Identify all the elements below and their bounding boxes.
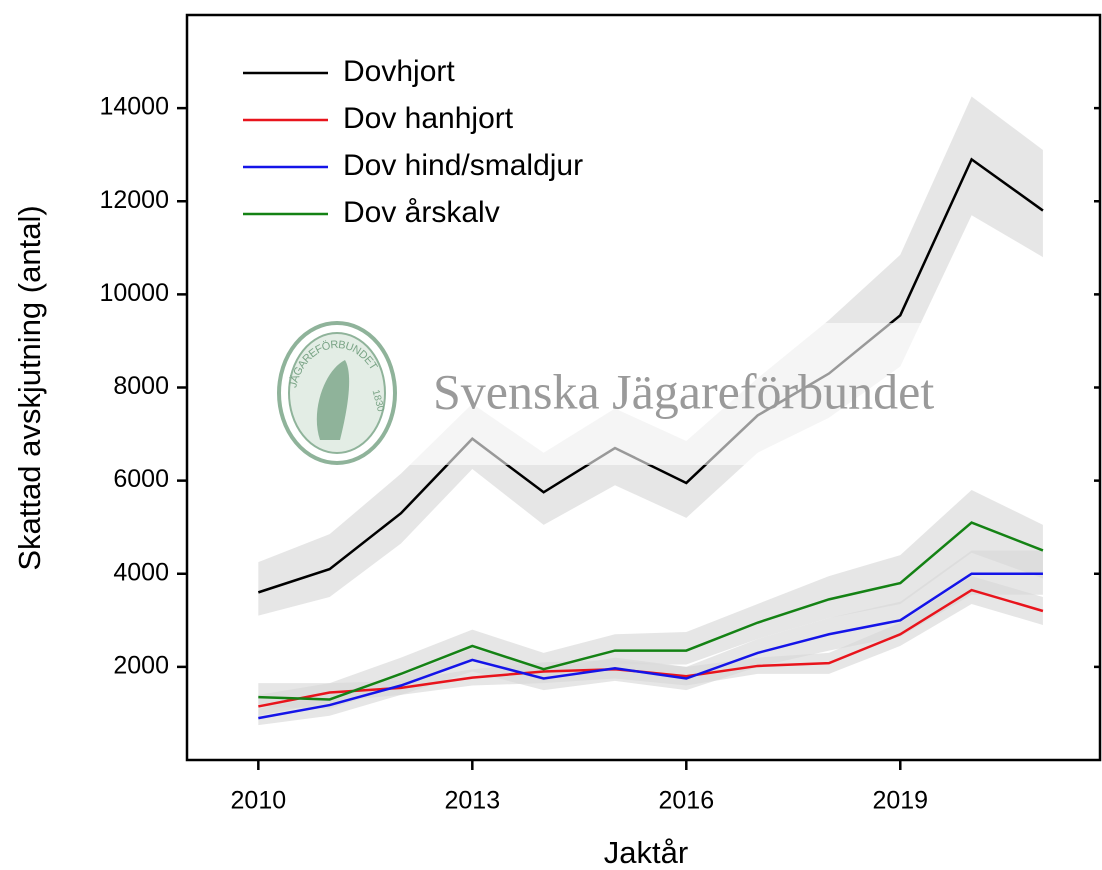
legend-label: Dov hind/smaldjur (343, 149, 583, 182)
y-tick-label: 2000 (113, 651, 169, 679)
watermark-text: Svenska Jägareförbundet (433, 363, 934, 419)
lines (257, 157, 1044, 720)
x-axis-label: Jaktår (604, 835, 688, 870)
x-tick-label: 2013 (445, 787, 501, 815)
y-axis-label: Skattad avskjutning (antal) (12, 205, 47, 570)
y-tick-label: 12000 (99, 186, 169, 214)
logo-ring (277, 321, 397, 465)
series-line (258, 572, 1043, 720)
watermark: JÄGAREFÖRBUNDET 1830 Svenska Jägareförbu… (277, 321, 1030, 465)
confidence-band (258, 96, 1043, 616)
y-tick-label: 4000 (113, 558, 169, 586)
y-tick-label: 8000 (113, 372, 169, 400)
y-tick-label: 6000 (113, 465, 169, 493)
legend-label: Dov årskalv (343, 196, 500, 229)
y-tick-label: 10000 (99, 279, 169, 307)
y-tick-label: 14000 (99, 93, 169, 121)
x-tick-label: 2016 (658, 787, 714, 815)
watermark-backdrop (278, 323, 1030, 465)
series-line (258, 521, 1044, 701)
legend-label: Dovhjort (343, 55, 455, 88)
series-line (257, 157, 1044, 594)
x-tick-label: 2019 (872, 787, 928, 815)
legend-label: Dov hanhjort (343, 102, 514, 135)
x-tick-label: 2010 (231, 787, 287, 815)
logo-bird (316, 360, 350, 440)
confidence-band (258, 550, 1043, 726)
